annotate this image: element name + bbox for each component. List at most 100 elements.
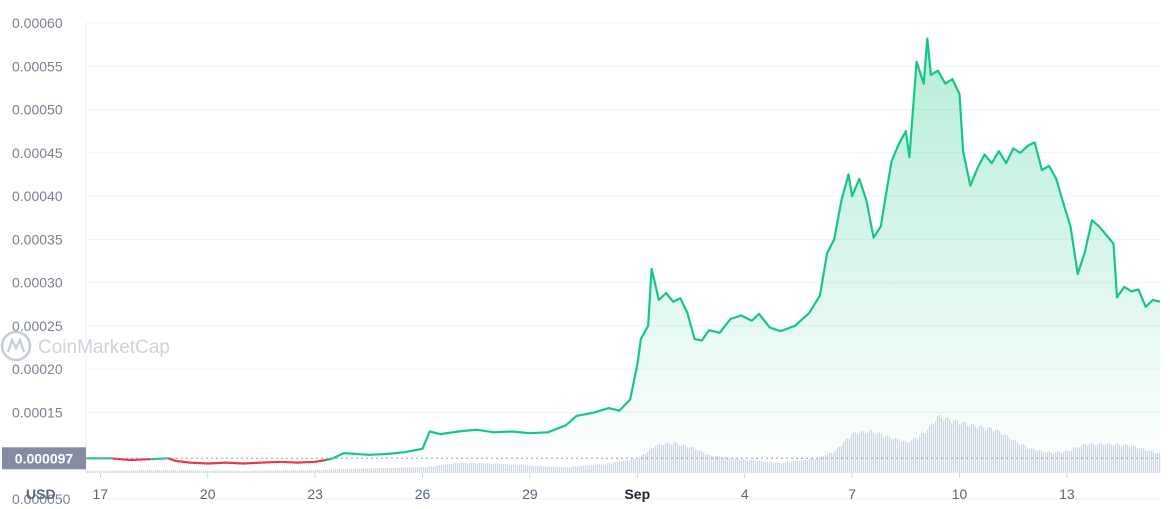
volume-bar — [593, 465, 595, 473]
volume-bar — [713, 457, 715, 473]
volume-bar — [1035, 450, 1037, 473]
volume-bar — [779, 462, 781, 473]
x-tick-label: 29 — [522, 486, 538, 502]
volume-bar — [505, 463, 507, 473]
volume-bar — [755, 461, 757, 473]
start-price-badge — [2, 447, 86, 470]
volume-bar — [97, 470, 99, 473]
volume-bar — [1045, 452, 1047, 473]
volume-bar — [483, 463, 485, 473]
volume-bar — [263, 470, 265, 473]
volume-bar — [407, 467, 409, 473]
volume-bar — [707, 454, 709, 473]
x-axis-ticks: 17 20 23 26 29 Sep 4 7 10 13 — [93, 473, 1075, 502]
volume-bar — [529, 465, 531, 473]
volume-bar — [381, 468, 383, 473]
volume-bar — [723, 457, 725, 473]
volume-bar — [691, 446, 693, 473]
volume-bar — [537, 466, 539, 473]
volume-bar — [557, 466, 559, 473]
volume-bar — [835, 449, 837, 473]
volume-bar — [1113, 445, 1115, 473]
volume-bar — [1033, 448, 1035, 473]
volume-bar — [303, 470, 305, 473]
price-line-up — [325, 37, 1161, 462]
volume-bar — [1133, 445, 1135, 473]
volume-bar — [1149, 450, 1151, 473]
volume-bar — [535, 466, 537, 473]
y-tick-label: 0.00050 — [12, 102, 63, 118]
volume-bar — [607, 463, 609, 473]
volume-bar — [477, 463, 479, 473]
volume-bar — [163, 470, 165, 473]
volume-bar — [457, 463, 459, 473]
volume-bar — [761, 460, 763, 473]
volume-bar — [1143, 448, 1145, 473]
volume-bar — [527, 465, 529, 473]
volume-bar — [1059, 451, 1061, 473]
volume-bar — [405, 467, 407, 473]
volume-bar — [767, 461, 769, 473]
volume-bar — [487, 463, 489, 473]
volume-bar — [1023, 444, 1025, 473]
volume-bar — [167, 470, 169, 473]
volume-bar — [463, 462, 465, 473]
volume-bar — [173, 470, 175, 473]
volume-bar — [479, 462, 481, 473]
volume-bar — [819, 456, 821, 473]
volume-bar — [415, 467, 417, 473]
volume-bar — [561, 467, 563, 473]
volume-bar — [357, 468, 359, 473]
volume-bar — [359, 468, 361, 473]
volume-bar — [777, 462, 779, 473]
y-tick-label: 0.00045 — [12, 145, 63, 161]
volume-bar — [207, 470, 209, 473]
volume-bar — [341, 469, 343, 473]
volume-bar — [801, 460, 803, 473]
volume-bar — [267, 470, 269, 473]
volume-bar — [401, 467, 403, 473]
volume-bar — [739, 460, 741, 473]
volume-bar — [751, 460, 753, 473]
volume-bar — [539, 465, 541, 473]
volume-bar — [219, 470, 221, 473]
volume-bar — [661, 445, 663, 473]
volume-bar — [353, 468, 355, 473]
price-line-up — [150, 457, 169, 461]
volume-bar — [709, 455, 711, 473]
volume-bar — [643, 454, 645, 473]
volume-bar — [781, 463, 783, 473]
volume-bar — [419, 467, 421, 473]
volume-bar — [1127, 444, 1129, 473]
volume-bar — [525, 465, 527, 473]
volume-bar — [393, 467, 395, 473]
volume-bar — [773, 462, 775, 473]
volume-bar — [823, 456, 825, 473]
volume-bar — [205, 470, 207, 473]
volume-bar — [171, 470, 173, 473]
volume-bar — [271, 470, 273, 473]
volume-bar — [747, 460, 749, 473]
y-tick-label: 0.00035 — [12, 231, 63, 247]
volume-bar — [813, 458, 815, 473]
x-tick-label: 20 — [200, 486, 216, 502]
volume-bar — [569, 467, 571, 473]
volume-bar — [627, 460, 629, 473]
volume-bar — [125, 470, 127, 473]
volume-bar — [1089, 443, 1091, 473]
volume-bar — [1119, 444, 1121, 473]
volume-bar — [177, 470, 179, 473]
volume-bar — [1027, 448, 1029, 473]
volume-bar — [99, 470, 101, 473]
volume-bar — [1155, 453, 1157, 473]
volume-bar — [829, 452, 831, 473]
volume-bar — [209, 470, 211, 473]
volume-bar — [687, 447, 689, 473]
volume-bar — [1075, 447, 1077, 473]
volume-bar — [1145, 450, 1147, 473]
volume-bar — [805, 460, 807, 473]
volume-bar — [703, 452, 705, 473]
volume-bar — [587, 465, 589, 473]
volume-bar — [139, 470, 141, 473]
